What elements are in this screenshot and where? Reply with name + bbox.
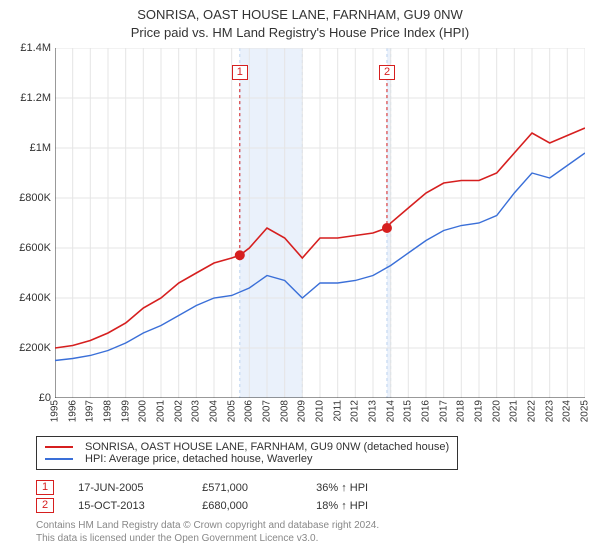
legend-swatch — [45, 446, 73, 448]
x-tick-label: 2020 — [491, 400, 502, 422]
y-tick-label: £800K — [19, 192, 51, 204]
x-tick-label: 2011 — [332, 400, 343, 422]
x-tick-label: 1996 — [67, 400, 78, 422]
y-tick-label: £1.2M — [20, 92, 51, 104]
x-tick-label: 2001 — [156, 400, 167, 422]
x-tick-label: 2025 — [580, 400, 591, 422]
attrib-line-1: Contains HM Land Registry data © Crown c… — [36, 519, 576, 532]
sale-delta: 36% ↑ HPI — [316, 482, 368, 494]
x-tick-label: 1997 — [85, 400, 96, 422]
y-axis: £0£200K£400K£600K£800K£1M£1.2M£1.4M — [0, 48, 53, 398]
x-tick-label: 2016 — [421, 400, 432, 422]
x-tick-label: 2015 — [403, 400, 414, 422]
legend-box: SONRISA, OAST HOUSE LANE, FARNHAM, GU9 0… — [36, 436, 458, 470]
title-line-2: Price paid vs. HM Land Registry's House … — [0, 24, 600, 42]
x-tick-label: 2013 — [368, 400, 379, 422]
legend-row: SONRISA, OAST HOUSE LANE, FARNHAM, GU9 0… — [45, 441, 449, 453]
x-tick-label: 2004 — [209, 400, 220, 422]
sale-delta: 18% ↑ HPI — [316, 500, 368, 512]
sale-date: 17-JUN-2005 — [78, 482, 178, 494]
x-tick-label: 2006 — [244, 400, 255, 422]
sale-price: £571,000 — [202, 482, 292, 494]
x-tick-label: 2017 — [438, 400, 449, 422]
x-tick-label: 1999 — [120, 400, 131, 422]
legend-row: HPI: Average price, detached house, Wave… — [45, 453, 449, 465]
sale-price: £680,000 — [202, 500, 292, 512]
sale-marker-2: 2 — [379, 65, 395, 80]
sales-table: 1 17-JUN-2005 £571,000 36% ↑ HPI 2 15-OCT-201… — [36, 480, 576, 513]
x-tick-label: 2014 — [385, 400, 396, 422]
y-tick-label: £1M — [30, 142, 51, 154]
attribution: Contains HM Land Registry data © Crown c… — [36, 519, 576, 545]
x-tick-label: 2008 — [279, 400, 290, 422]
sale-marker-1: 1 — [232, 65, 248, 80]
x-tick-label: 2023 — [544, 400, 555, 422]
x-tick-label: 2007 — [262, 400, 273, 422]
x-tick-label: 2005 — [226, 400, 237, 422]
legend-swatch — [45, 458, 73, 460]
x-tick-label: 2010 — [315, 400, 326, 422]
chart-title: SONRISA, OAST HOUSE LANE, FARNHAM, GU9 0… — [0, 0, 600, 41]
y-tick-label: £1.4M — [20, 42, 51, 54]
x-tick-label: 2022 — [527, 400, 538, 422]
sale-badge: 1 — [36, 480, 54, 495]
title-line-1: SONRISA, OAST HOUSE LANE, FARNHAM, GU9 0… — [0, 6, 600, 24]
legend-label: SONRISA, OAST HOUSE LANE, FARNHAM, GU9 0… — [85, 441, 449, 453]
x-tick-label: 2003 — [191, 400, 202, 422]
x-tick-label: 2024 — [562, 400, 573, 422]
x-axis: 1995199619971998199920002001200220032004… — [55, 398, 585, 434]
y-tick-label: £400K — [19, 292, 51, 304]
x-tick-label: 1998 — [103, 400, 114, 422]
legend-footer: SONRISA, OAST HOUSE LANE, FARNHAM, GU9 0… — [36, 436, 576, 545]
attrib-line-2: This data is licensed under the Open Gov… — [36, 532, 576, 545]
plot-area: 12 — [55, 48, 585, 398]
sale-badge: 2 — [36, 498, 54, 513]
sale-row: 2 15-OCT-2013 £680,000 18% ↑ HPI — [36, 498, 576, 513]
y-tick-label: £600K — [19, 242, 51, 254]
x-tick-label: 1995 — [50, 400, 61, 422]
x-tick-label: 2002 — [173, 400, 184, 422]
legend-label: HPI: Average price, detached house, Wave… — [85, 453, 312, 465]
x-tick-label: 2009 — [297, 400, 308, 422]
x-tick-label: 2012 — [350, 400, 361, 422]
x-tick-label: 2019 — [474, 400, 485, 422]
price-chart: SONRISA, OAST HOUSE LANE, FARNHAM, GU9 0… — [0, 0, 600, 560]
y-tick-label: £200K — [19, 342, 51, 354]
x-tick-label: 2021 — [509, 400, 520, 422]
x-tick-label: 2000 — [138, 400, 149, 422]
x-tick-label: 2018 — [456, 400, 467, 422]
sale-row: 1 17-JUN-2005 £571,000 36% ↑ HPI — [36, 480, 576, 495]
sale-date: 15-OCT-2013 — [78, 500, 178, 512]
